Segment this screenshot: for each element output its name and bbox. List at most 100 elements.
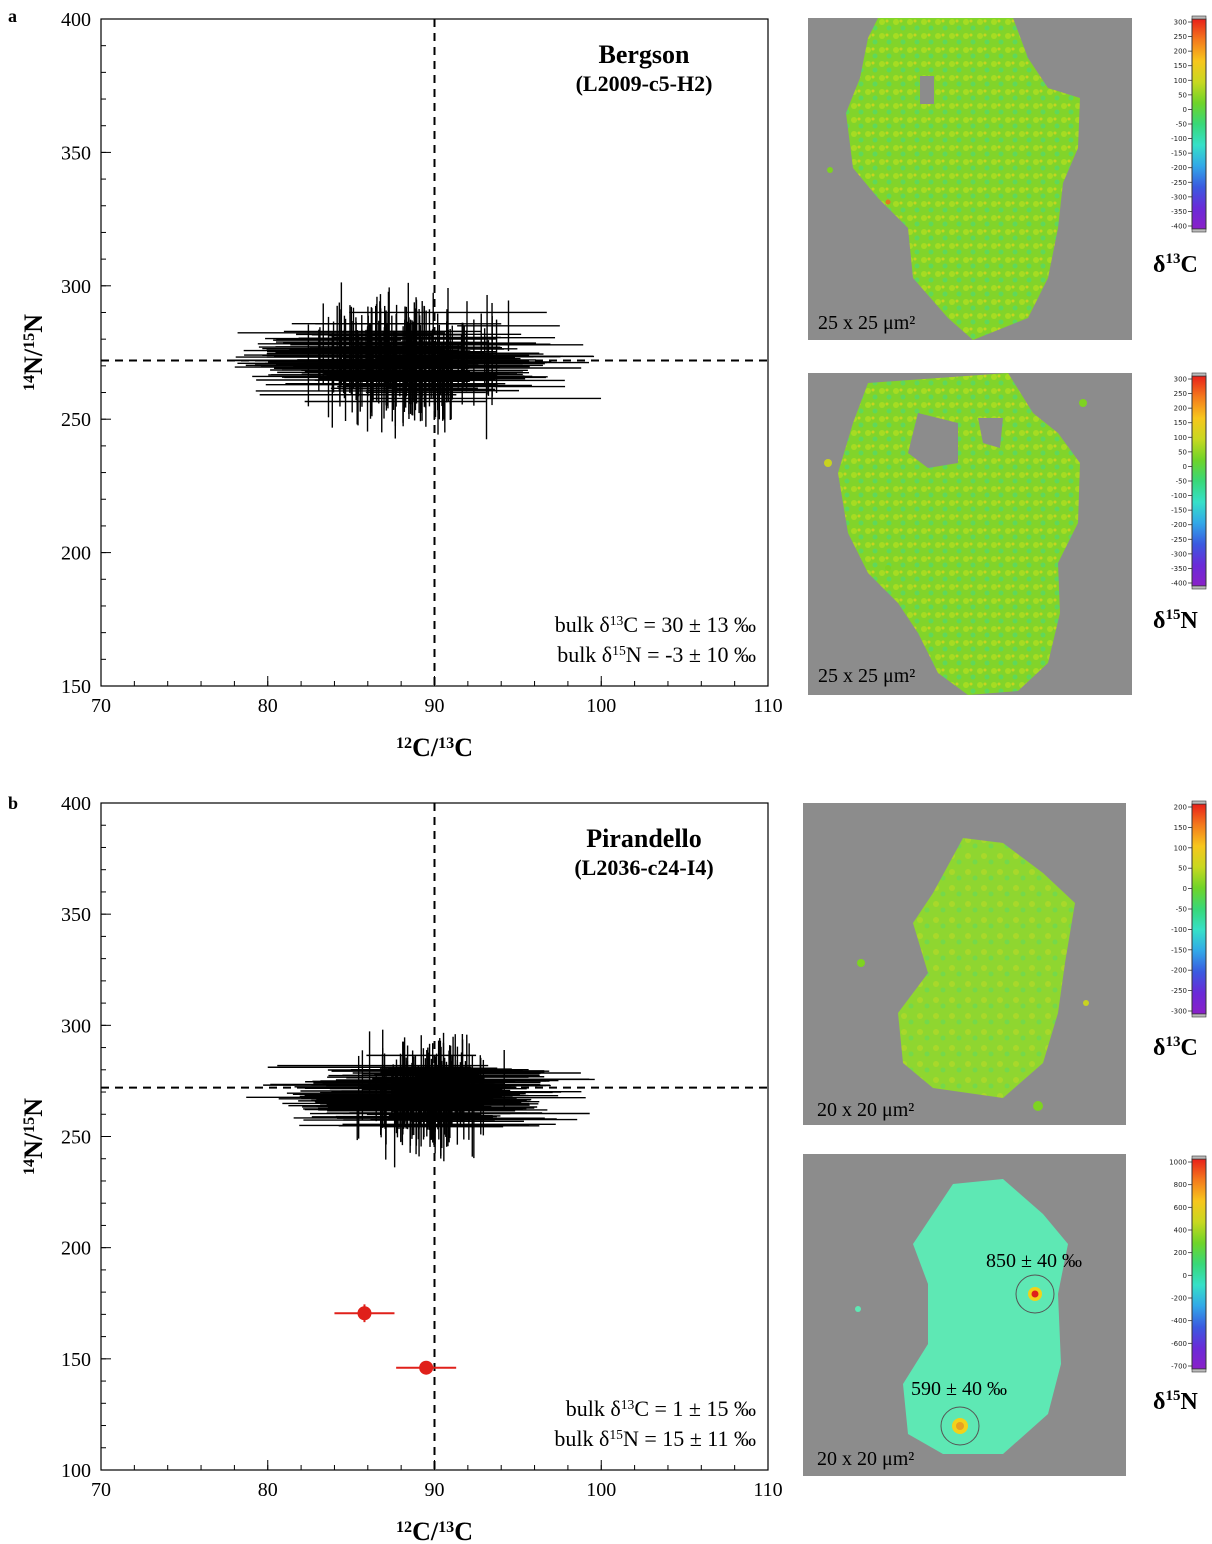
colorbar-tick-label: 50 xyxy=(1178,91,1187,99)
colorbar-tick-label: -200 xyxy=(1171,521,1187,529)
y-tick-label: 300 xyxy=(61,1015,91,1037)
colorbar-gradient xyxy=(1191,1158,1207,1370)
colorbar-cap xyxy=(1191,228,1207,233)
y-tick-label: 350 xyxy=(61,904,91,926)
colorbar-bergson-n15: 300 250 200 150 100 50 0 -50 -100 -150 -200 -250 -30… xyxy=(1171,372,1207,590)
isotope-map-pirandello-n15: 850 ± 40 ‰ 590 ± 40 ‰ 20 x 20 μm² xyxy=(803,1154,1126,1476)
y-tick-label: 200 xyxy=(61,1238,91,1260)
colorbar-pirandello-n15: 1000 800 600 400 200 0 -200 -400 -600 -700 xyxy=(1169,1155,1207,1373)
colorbar-tick-label: -400 xyxy=(1171,223,1187,231)
grain-image xyxy=(827,18,1080,340)
colorbar-cap xyxy=(1191,1013,1207,1018)
y-tick-label: 100 xyxy=(61,1460,91,1482)
hotspot-label-1: 850 ± 40 ‰ xyxy=(986,1250,1082,1272)
y-tick-label: 150 xyxy=(61,676,91,698)
x-tick-label: 110 xyxy=(753,695,782,717)
colorbar-tick-label: 0 xyxy=(1183,463,1187,471)
scale-label: 25 x 25 μm² xyxy=(818,665,916,687)
chart-title: Pirandello xyxy=(586,824,702,853)
colorbar-tick-label: -100 xyxy=(1171,926,1187,934)
colorbar-tick-label: 250 xyxy=(1174,390,1187,398)
colorbar-tick-label: 50 xyxy=(1178,448,1187,456)
colorbar-pirandello-c13: 200 150 100 50 0 -50 -100 -150 -200 -250 -300 xyxy=(1171,800,1207,1018)
colorbar-tick-label: -200 xyxy=(1171,164,1187,172)
colorbar-tick-label: -200 xyxy=(1171,967,1187,975)
colorbar-tick-label: 200 xyxy=(1174,804,1187,812)
colorbar-tick-label: 0 xyxy=(1183,1272,1187,1280)
colorbar-tick-label: -400 xyxy=(1171,1317,1187,1325)
colorbar-tick-label: -50 xyxy=(1176,121,1187,129)
x-tick-label: 100 xyxy=(586,1479,616,1501)
chart-title: Bergson xyxy=(599,40,691,69)
chart-subtitle: (L2036-c24-I4) xyxy=(574,855,713,880)
colorbar-tick-label: 300 xyxy=(1174,19,1187,27)
colorbar-tick-label: 50 xyxy=(1178,865,1187,873)
colorbar-tick-label: -150 xyxy=(1171,946,1187,954)
colorbar-tick-label: -250 xyxy=(1171,536,1187,544)
outlier-point xyxy=(357,1306,372,1321)
colorbar-tick-label: -150 xyxy=(1171,150,1187,158)
hotspot-label-2: 590 ± 40 ‰ xyxy=(911,1378,1007,1400)
colorbar-tick-label: -50 xyxy=(1176,906,1187,914)
scale-label: 20 x 20 μm² xyxy=(817,1099,915,1121)
colorbar-tick-label: 100 xyxy=(1174,844,1187,852)
x-tick-label: 90 xyxy=(425,695,445,717)
panel-letter-a: a xyxy=(8,6,17,26)
scale-label: 20 x 20 μm² xyxy=(817,1448,915,1470)
x-tick-label: 80 xyxy=(258,1479,278,1501)
colorbar-tick-label: -250 xyxy=(1171,179,1187,187)
colorbar-tick-label: -300 xyxy=(1171,193,1187,201)
colorbar-cap xyxy=(1191,1155,1207,1160)
colorbar-cap xyxy=(1191,15,1207,20)
bulk-annotation: bulk δ15N = -3 ± 10 ‰ xyxy=(557,642,756,667)
panel-letter-b: b xyxy=(8,793,19,813)
y-tick-label: 400 xyxy=(61,793,91,815)
colorbar-tick-label: 1000 xyxy=(1169,1159,1187,1167)
colorbar-tick-label: 150 xyxy=(1174,419,1187,427)
colorbar-tick-label: -150 xyxy=(1171,507,1187,515)
x-tick-label: 90 xyxy=(425,1479,445,1501)
x-tick-label: 110 xyxy=(753,1479,782,1501)
colorbar-gradient xyxy=(1191,803,1207,1015)
colorbar-label: δ15N xyxy=(1153,607,1198,634)
colorbar-tick-label: -700 xyxy=(1171,1363,1187,1371)
colorbar-cap xyxy=(1191,372,1207,377)
colorbar-tick-label: 400 xyxy=(1174,1227,1187,1235)
bulk-annotation: bulk δ15N = 15 ± 11 ‰ xyxy=(554,1426,756,1451)
colorbar-tick-label: 0 xyxy=(1183,106,1187,114)
colorbar-tick-label: 100 xyxy=(1174,77,1187,85)
colorbar-tick-label: 150 xyxy=(1174,824,1187,832)
scatter-chart-pirandello: 70 80 90 100 110 100 150 200 250 300 350 400 Pirande… xyxy=(19,793,783,1544)
colorbar-label: δ13C xyxy=(1153,251,1198,278)
chart-subtitle: (L2009-c5-H2) xyxy=(576,71,713,96)
y-tick-label: 250 xyxy=(61,1127,91,1149)
colorbar-gradient xyxy=(1191,375,1207,587)
y-tick-label: 300 xyxy=(61,276,91,298)
colorbar-cap xyxy=(1191,800,1207,805)
colorbar-tick-label: -350 xyxy=(1171,565,1187,573)
colorbar-tick-label: -200 xyxy=(1171,1295,1187,1303)
x-axis-label: 12C/13C xyxy=(396,733,473,762)
colorbar-tick-label: 100 xyxy=(1174,434,1187,442)
isotope-map-bergson-n15: 25 x 25 μm² xyxy=(808,373,1132,695)
colorbar-tick-label: -300 xyxy=(1171,550,1187,558)
bulk-annotation: bulk δ13C = 30 ± 13 ‰ xyxy=(555,612,756,637)
scatter-chart-bergson: 70 80 90 100 110 150 200 250 300 350 400 Bergson(L2… xyxy=(19,9,783,762)
colorbar-tick-label: 800 xyxy=(1174,1181,1187,1189)
y-tick-label: 150 xyxy=(61,1349,91,1371)
colorbar-cap xyxy=(1191,585,1207,590)
isotope-map-pirandello-c13: 20 x 20 μm² xyxy=(803,803,1126,1125)
colorbar-tick-label: 300 xyxy=(1174,376,1187,384)
bulk-annotation: bulk δ13C = 1 ± 15 ‰ xyxy=(566,1396,756,1421)
grain-image xyxy=(824,373,1087,695)
colorbar-tick-label: 200 xyxy=(1174,405,1187,413)
y-axis-label: 14N/15N xyxy=(19,1098,48,1175)
colorbar-tick-label: 200 xyxy=(1174,48,1187,56)
colorbar-cap xyxy=(1191,1368,1207,1373)
colorbar-tick-label: -300 xyxy=(1171,1008,1187,1016)
y-tick-label: 200 xyxy=(61,543,91,565)
grain-image xyxy=(855,1179,1068,1454)
colorbar-tick-label: 200 xyxy=(1174,1249,1187,1257)
x-tick-label: 100 xyxy=(586,695,616,717)
colorbar-tick-label: -600 xyxy=(1171,1340,1187,1348)
